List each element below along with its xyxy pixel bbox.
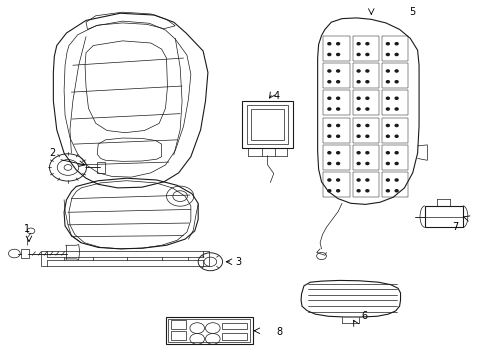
Circle shape — [356, 135, 359, 137]
Circle shape — [336, 135, 339, 137]
Circle shape — [386, 42, 388, 45]
Circle shape — [336, 53, 339, 55]
Circle shape — [365, 97, 368, 99]
Circle shape — [356, 125, 359, 127]
Circle shape — [386, 97, 388, 99]
Circle shape — [356, 152, 359, 154]
Circle shape — [356, 53, 359, 55]
Circle shape — [394, 135, 397, 137]
Circle shape — [336, 179, 339, 181]
Circle shape — [394, 53, 397, 55]
Circle shape — [386, 108, 388, 110]
Circle shape — [356, 42, 359, 45]
Text: 2: 2 — [49, 148, 56, 158]
Circle shape — [386, 53, 388, 55]
Circle shape — [394, 190, 397, 192]
Circle shape — [356, 97, 359, 99]
Circle shape — [394, 152, 397, 154]
Circle shape — [327, 135, 330, 137]
Circle shape — [356, 70, 359, 72]
Circle shape — [336, 162, 339, 165]
Circle shape — [386, 125, 388, 127]
Circle shape — [394, 108, 397, 110]
Text: 8: 8 — [276, 327, 282, 337]
Circle shape — [365, 190, 368, 192]
Circle shape — [365, 108, 368, 110]
Circle shape — [386, 179, 388, 181]
Circle shape — [327, 190, 330, 192]
Circle shape — [394, 70, 397, 72]
Circle shape — [327, 53, 330, 55]
Circle shape — [394, 42, 397, 45]
Circle shape — [336, 190, 339, 192]
Circle shape — [356, 179, 359, 181]
Text: 7: 7 — [451, 222, 457, 231]
Circle shape — [365, 70, 368, 72]
Circle shape — [394, 97, 397, 99]
Circle shape — [336, 70, 339, 72]
Circle shape — [327, 152, 330, 154]
Circle shape — [336, 97, 339, 99]
Circle shape — [386, 70, 388, 72]
Circle shape — [386, 81, 388, 83]
Circle shape — [394, 179, 397, 181]
Circle shape — [356, 190, 359, 192]
Text: 5: 5 — [409, 7, 415, 17]
Text: 3: 3 — [235, 257, 242, 267]
Circle shape — [356, 108, 359, 110]
Circle shape — [386, 152, 388, 154]
Circle shape — [365, 42, 368, 45]
Circle shape — [365, 53, 368, 55]
Circle shape — [394, 162, 397, 165]
Circle shape — [327, 42, 330, 45]
Circle shape — [394, 81, 397, 83]
Circle shape — [327, 108, 330, 110]
Circle shape — [327, 179, 330, 181]
Circle shape — [365, 152, 368, 154]
Circle shape — [365, 125, 368, 127]
Circle shape — [327, 125, 330, 127]
Circle shape — [356, 162, 359, 165]
Text: 1: 1 — [24, 224, 31, 234]
Circle shape — [336, 42, 339, 45]
Circle shape — [394, 125, 397, 127]
Circle shape — [365, 179, 368, 181]
Circle shape — [336, 125, 339, 127]
Circle shape — [365, 135, 368, 137]
Circle shape — [327, 70, 330, 72]
Circle shape — [356, 81, 359, 83]
Circle shape — [327, 97, 330, 99]
Circle shape — [327, 162, 330, 165]
Circle shape — [336, 152, 339, 154]
Circle shape — [386, 162, 388, 165]
Circle shape — [327, 81, 330, 83]
Circle shape — [336, 108, 339, 110]
Circle shape — [386, 135, 388, 137]
Circle shape — [365, 162, 368, 165]
Text: 4: 4 — [273, 91, 279, 101]
Text: 6: 6 — [360, 311, 366, 321]
Circle shape — [365, 81, 368, 83]
Circle shape — [336, 81, 339, 83]
Circle shape — [386, 190, 388, 192]
